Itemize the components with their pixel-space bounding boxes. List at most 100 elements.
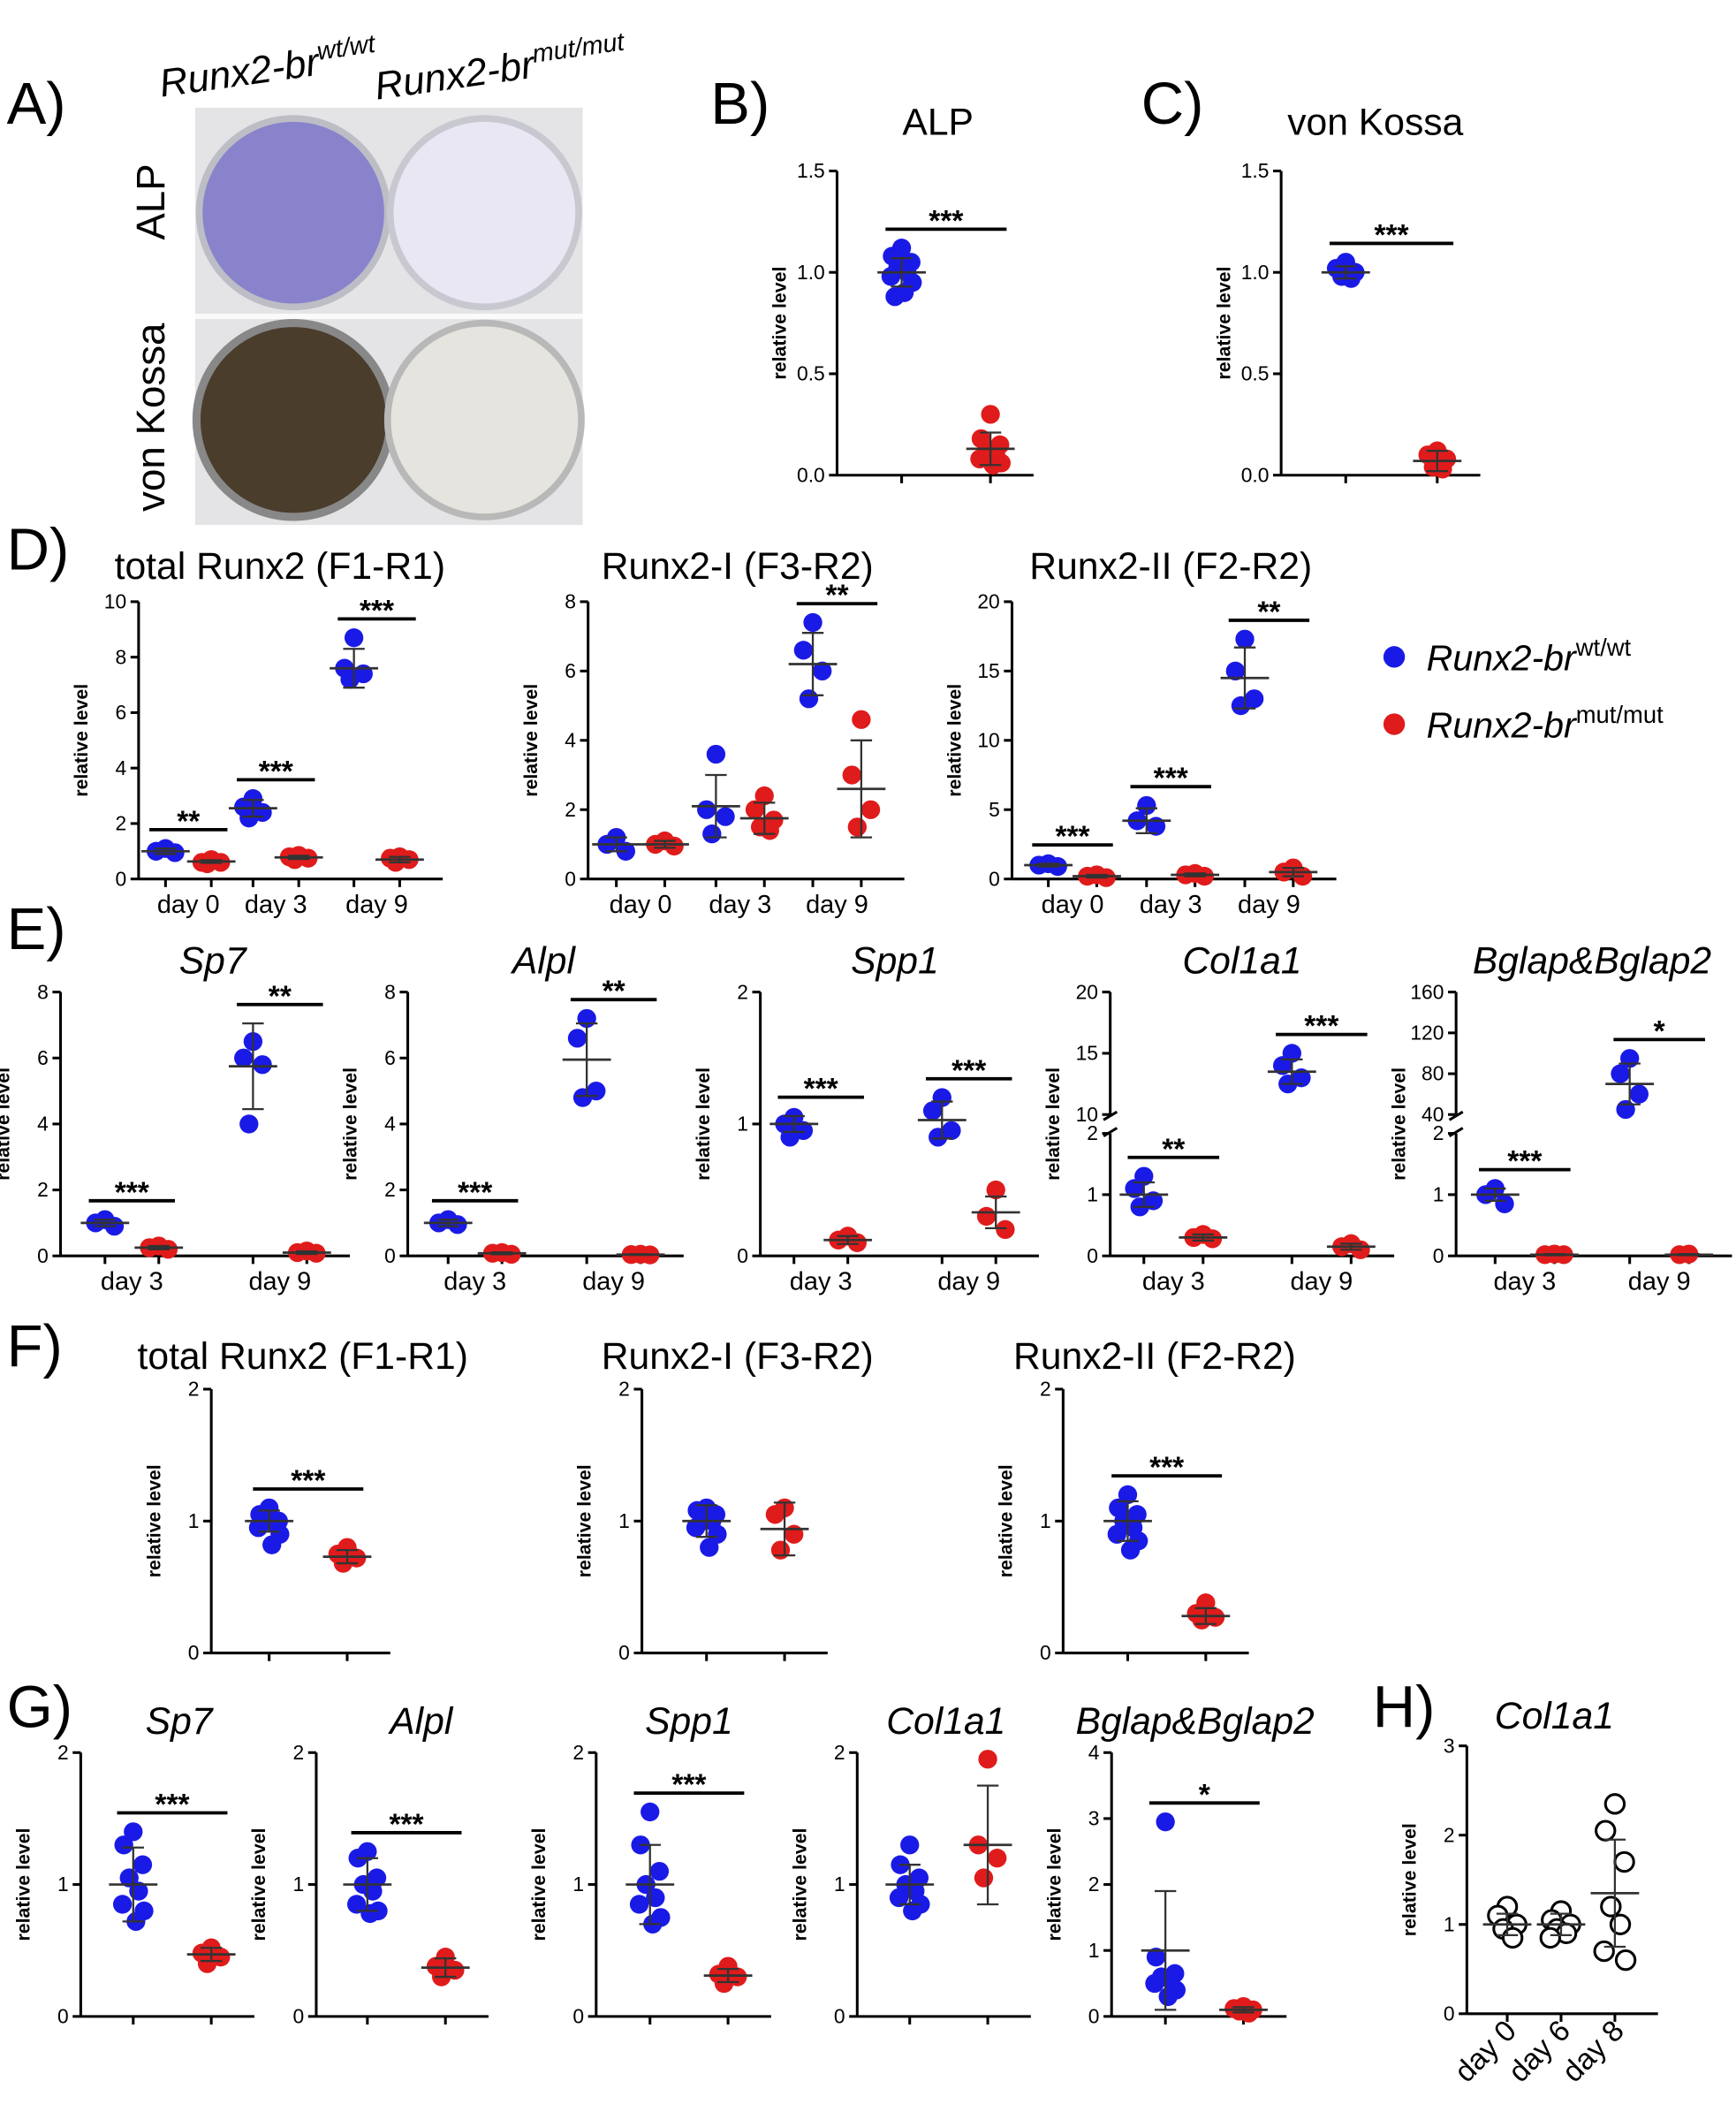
x-tick-label: day 3 <box>1142 1267 1205 1295</box>
significance-label: ** <box>1257 596 1280 628</box>
y-tick-label: 1 <box>293 1873 305 1895</box>
panel-label: D) <box>7 516 70 582</box>
significance-label: ** <box>603 976 625 1008</box>
significance-label: *** <box>1149 1452 1184 1485</box>
data-point <box>885 287 905 307</box>
data-point <box>686 1518 706 1538</box>
legend-marker <box>1383 646 1406 668</box>
x-tick-label: day 9 <box>806 891 868 919</box>
chart-title: Bglap&Bglap2 <box>1076 1700 1315 1743</box>
x-tick-label: day 3 <box>790 1267 853 1295</box>
y-tick-label: 8 <box>115 645 126 668</box>
data-point <box>646 1888 665 1908</box>
data-point <box>803 612 823 633</box>
data-point <box>347 1895 367 1914</box>
data-point <box>986 1180 1005 1200</box>
data-point <box>700 1538 719 1557</box>
x-tick-label: day 9 <box>937 1267 1000 1295</box>
y-tick-label: 0 <box>384 1244 396 1267</box>
row-label: ALP <box>128 163 173 239</box>
data-point <box>1593 1940 1615 1963</box>
y-tick-label: 1 <box>1433 1183 1444 1206</box>
y-axis-label: relative level <box>528 1828 550 1941</box>
y-tick-label: 0 <box>1088 2004 1100 2027</box>
row-label: von Kossa <box>128 323 173 512</box>
data-point <box>799 689 819 709</box>
y-tick-label: 1 <box>1444 1912 1455 1935</box>
data-point <box>133 1855 153 1874</box>
y-tick-label: 6 <box>565 659 576 682</box>
significance-label: * <box>1199 1779 1210 1812</box>
data-point <box>1202 1229 1223 1249</box>
data-point <box>1146 1948 1166 1967</box>
data-point <box>1118 1485 1138 1505</box>
y-tick-label: 20 <box>1076 980 1098 1003</box>
data-point <box>340 670 360 689</box>
x-tick-label: day 3 <box>1140 891 1202 919</box>
data-point <box>1145 1973 1164 1994</box>
y-tick-label: 0 <box>737 1244 748 1267</box>
y-axis-label: relative level <box>1042 1067 1064 1181</box>
data-point <box>1609 1913 1632 1935</box>
legend-marker <box>1383 713 1406 735</box>
y-tick-label: 1 <box>618 1509 630 1532</box>
data-point <box>702 824 722 844</box>
significance-label: *** <box>360 595 394 627</box>
data-point <box>239 1114 259 1134</box>
y-tick-label: 0 <box>1444 2002 1455 2025</box>
panel-label: G) <box>7 1674 72 1740</box>
data-point <box>1616 1099 1635 1120</box>
y-axis-label: relative level <box>574 1464 595 1577</box>
data-point <box>1273 1056 1293 1075</box>
y-tick-label: 1 <box>834 1873 845 1895</box>
y-tick-label: 40 <box>1421 1103 1444 1126</box>
data-point <box>1107 1524 1126 1544</box>
y-tick-label: 2 <box>572 1741 584 1764</box>
data-point <box>760 821 779 840</box>
data-point <box>988 1849 1007 1868</box>
significance-label: *** <box>291 1465 325 1498</box>
y-tick-label: 0 <box>572 2004 584 2027</box>
panel-label: F) <box>7 1313 63 1379</box>
y-tick-label: 0.5 <box>797 362 825 385</box>
chart-title: Alpl <box>510 939 577 982</box>
y-tick-label: 4 <box>37 1113 49 1136</box>
y-tick-label: 2 <box>188 1378 200 1401</box>
well-alp-wt <box>195 115 391 311</box>
y-tick-label: 2 <box>737 980 748 1003</box>
y-tick-label: 2 <box>618 1378 630 1401</box>
data-point <box>754 786 774 806</box>
data-point <box>1614 1949 1637 1971</box>
legend: Runx2-brwt/wt Runx2-brmut/mut <box>1383 634 1664 746</box>
y-tick-label: 2 <box>1040 1378 1051 1401</box>
data-point <box>978 1750 997 1769</box>
significance-label: *** <box>155 1789 189 1821</box>
y-tick-label: 120 <box>1410 1021 1444 1044</box>
y-tick-label: 0 <box>115 867 126 890</box>
y-tick-label: 0 <box>188 1641 200 1664</box>
data-point <box>714 1973 734 1994</box>
significance-label: *** <box>1507 1145 1542 1178</box>
data-point <box>881 267 901 286</box>
photo-divider <box>194 313 583 320</box>
chart-title: Sp7 <box>179 939 248 982</box>
y-tick-label: 0 <box>1087 1244 1098 1267</box>
y-tick-label: 5 <box>989 798 1000 821</box>
y-axis-label: relative level <box>693 1067 714 1181</box>
data-point <box>976 1206 997 1227</box>
y-tick-label: 10 <box>977 728 999 751</box>
chart-title: Col1a1 <box>1182 939 1301 982</box>
y-tick-label: 1.0 <box>1241 261 1270 284</box>
data-point <box>629 1895 649 1914</box>
data-point <box>165 843 185 862</box>
data-point <box>1225 661 1246 681</box>
y-tick-label: 8 <box>565 590 576 613</box>
significance-label: *** <box>1304 1010 1338 1043</box>
y-tick-label: 2 <box>1433 1121 1444 1144</box>
x-tick-label: day 9 <box>582 1267 645 1295</box>
significance-label: *** <box>671 1769 706 1802</box>
y-tick-label: 4 <box>115 756 126 779</box>
data-point <box>847 817 867 837</box>
data-point <box>860 800 881 819</box>
